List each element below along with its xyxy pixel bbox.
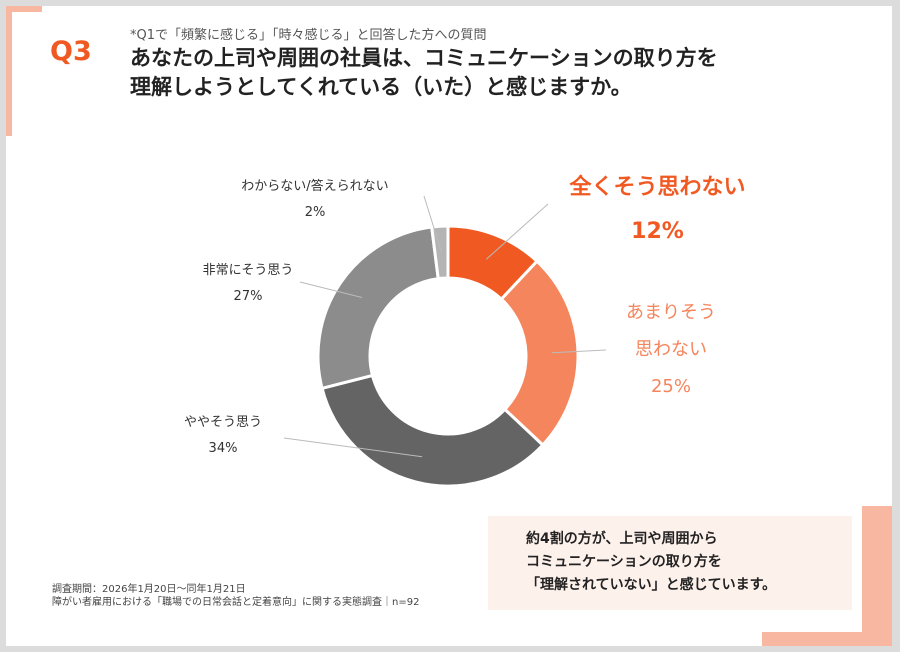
label-somewhat-disagree-name-1: あまりそう xyxy=(626,302,716,323)
question-title-line-1: あなたの上司や周囲の社員は、コミュニケーションの取り方を xyxy=(130,46,718,70)
label-strongly-disagree-value: 12% xyxy=(631,219,684,244)
summary-line-3: 「理解されていない」と感じています。 xyxy=(526,577,777,593)
footnote-period: 調査期間：2026年1月20日〜同年1月21日 xyxy=(52,584,246,595)
slice-strongly-agree xyxy=(316,225,440,391)
footnote-survey: 障がい者雇用における「職場での日常会話と定着意向」に関する実態調査｜n=92 xyxy=(52,597,420,608)
slice-strongly-disagree-leader-line xyxy=(485,203,549,260)
label-somewhat-agree: ややそう思う 34% xyxy=(168,410,278,462)
question-subtitle: *Q1で「頻繁に感じる」「時々感じる」と回答した方への質問 xyxy=(130,28,487,43)
label-strongly-agree-value: 27% xyxy=(233,289,263,304)
corner-accent-bottom-bar xyxy=(762,632,892,646)
summary-line-1: 約4割の方が、上司や周囲から xyxy=(526,531,718,547)
slice-somewhat-agree-leader-line xyxy=(283,437,423,458)
question-number: Q3 xyxy=(50,36,92,67)
summary-text: 約4割の方が、上司や周囲から コミュニケーションの取り方を 「理解されていない」… xyxy=(526,528,776,597)
slice-dont-know xyxy=(430,224,450,281)
slice-somewhat-disagree-leader-line xyxy=(551,349,607,354)
label-somewhat-agree-value: 34% xyxy=(208,441,238,456)
label-somewhat-agree-name: ややそう思う xyxy=(183,415,262,430)
label-dont-know-value: 2% xyxy=(304,205,326,220)
corner-accent-mask xyxy=(12,12,42,136)
slice-somewhat-agree xyxy=(320,373,545,488)
label-dont-know: わからない/答えられない 2% xyxy=(210,174,420,226)
label-strongly-disagree: 全くそう思わない 12% xyxy=(545,166,770,254)
label-strongly-agree: 非常にそう思う 27% xyxy=(188,258,308,310)
survey-footnote: 調査期間：2026年1月20日〜同年1月21日 障がい者雇用における「職場での日… xyxy=(52,583,419,609)
label-dont-know-name: わからない/答えられない xyxy=(241,179,389,194)
summary-callout: 約4割の方が、上司や周囲から コミュニケーションの取り方を 「理解されていない」… xyxy=(488,516,852,610)
slice-strongly-agree-leader-line xyxy=(299,281,363,299)
slice-dont-know-leader-line xyxy=(423,195,442,253)
question-title-line-2: 理解しようとしてくれている（いた）と感じますか。 xyxy=(130,75,632,99)
question-title: あなたの上司や周囲の社員は、コミュニケーションの取り方を 理解しようとしてくれて… xyxy=(130,44,810,102)
label-somewhat-disagree-value: 25% xyxy=(650,376,691,397)
slice-somewhat-disagree xyxy=(499,259,580,448)
label-somewhat-disagree-name-2: 思わない xyxy=(635,339,707,360)
label-strongly-disagree-name: 全くそう思わない xyxy=(569,175,746,200)
label-somewhat-disagree: あまりそう 思わない 25% xyxy=(606,294,736,405)
label-strongly-agree-name: 非常にそう思う xyxy=(202,263,294,278)
corner-accent-bottom-right xyxy=(862,506,892,646)
summary-line-2: コミュニケーションの取り方を xyxy=(526,554,722,570)
